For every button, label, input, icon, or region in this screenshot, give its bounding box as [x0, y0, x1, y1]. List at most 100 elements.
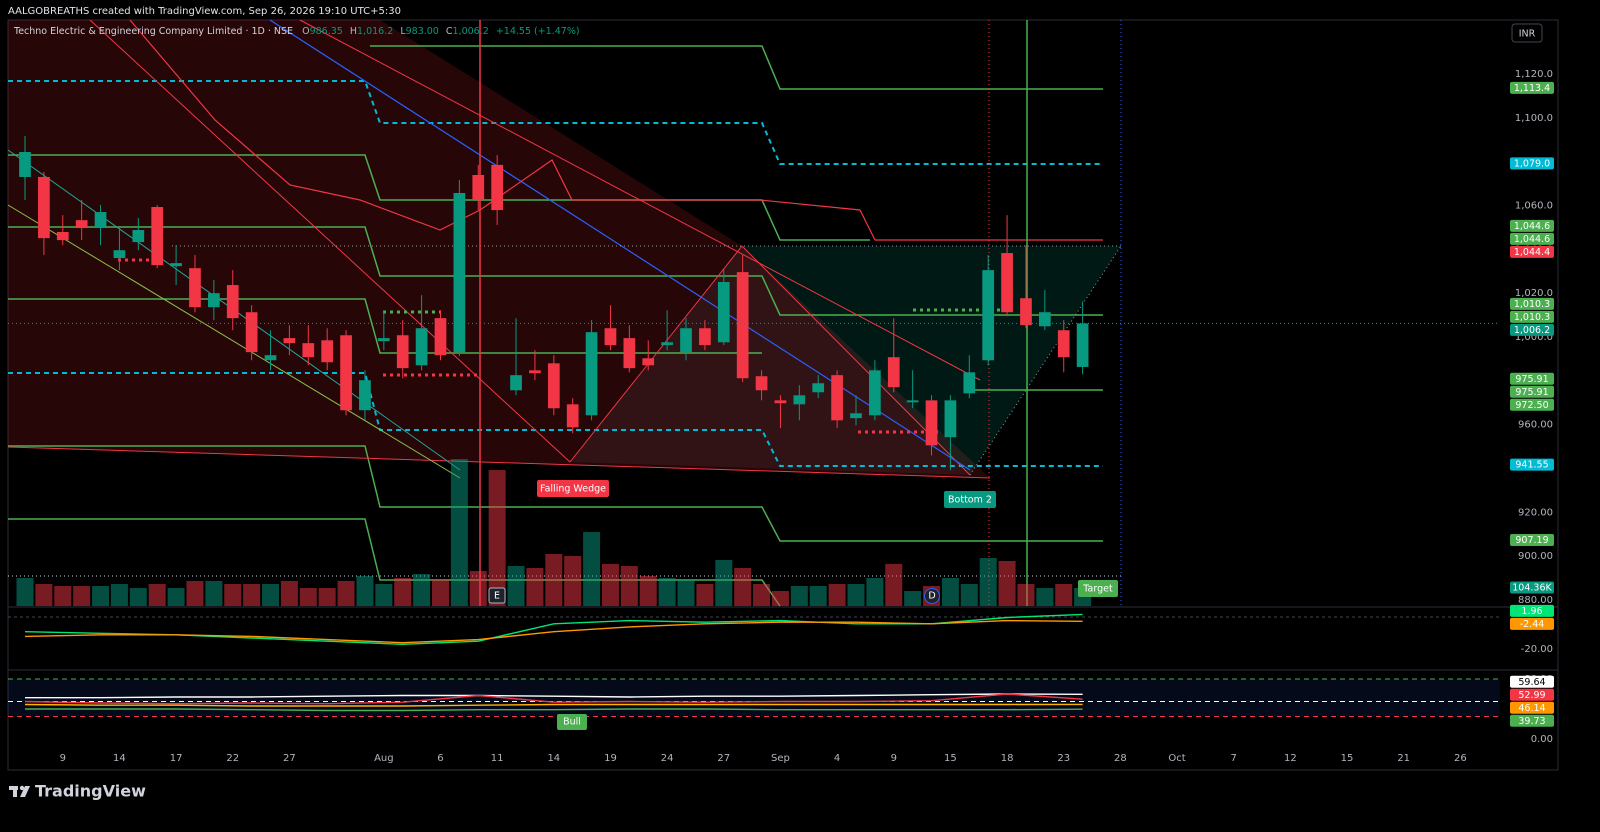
x-tick-label: 11 — [491, 753, 504, 764]
volume-bar — [1036, 588, 1054, 606]
legend: Techno Electric & Engineering Company Li… — [13, 26, 580, 37]
volume-bar — [526, 568, 544, 606]
price-label: 1,044.6 — [1514, 221, 1550, 232]
volume-bar — [431, 580, 449, 606]
x-tick-label: 15 — [1341, 753, 1354, 764]
x-tick-label: 17 — [170, 753, 183, 764]
wedge-fill — [570, 246, 970, 475]
x-tick-label: 24 — [661, 753, 674, 764]
y-tick-label: 960.00 — [1518, 420, 1553, 431]
candle-body — [245, 312, 258, 353]
level-band — [8, 678, 1500, 717]
y-tick-label: 1,100.0 — [1515, 113, 1553, 124]
price-label-box — [1510, 701, 1554, 714]
volume-bar — [318, 588, 336, 606]
volume-bar — [639, 576, 657, 606]
candle-body — [623, 338, 636, 369]
candle-body — [510, 375, 522, 391]
event-marker[interactable] — [488, 587, 506, 604]
volume-bar — [148, 584, 166, 606]
price-label: 1,079.0 — [1514, 158, 1550, 169]
annotation-box — [537, 480, 609, 497]
candle-body — [831, 375, 843, 421]
candle-body — [661, 342, 673, 346]
volume-bar — [280, 581, 298, 606]
candle-body — [38, 176, 50, 239]
wedge-line — [569, 245, 971, 476]
price-label-box — [1510, 245, 1554, 258]
annotation-box — [944, 491, 996, 508]
annotation: Bull — [563, 717, 581, 728]
price-label-box — [1510, 398, 1554, 411]
volume-bar — [979, 558, 997, 606]
price-label: 59.64 — [1518, 677, 1545, 688]
candle-body — [189, 268, 201, 308]
volume-bar — [507, 566, 525, 606]
x-tick-label: 9 — [891, 753, 897, 764]
y-tick-label: 1,000.0 — [1515, 332, 1553, 343]
volume-bar — [54, 586, 72, 606]
candle-body — [680, 328, 692, 353]
currency-button[interactable] — [1511, 23, 1543, 43]
volume-bar — [205, 581, 223, 606]
header-text: AALGOBREATHS created with TradingView.co… — [8, 6, 401, 17]
candle-body — [755, 376, 768, 391]
price-label-box — [1510, 533, 1554, 546]
currency[interactable]: INR — [1519, 29, 1536, 40]
annotation: Bottom 2 — [948, 495, 992, 506]
volume-bar — [186, 581, 204, 606]
candle-body — [604, 328, 617, 346]
price-label-box — [1510, 297, 1554, 310]
x-tick-label: Sep — [771, 753, 790, 764]
price-label: 941.55 — [1515, 460, 1548, 471]
price-label: 1,006.2 — [1514, 325, 1550, 336]
candle-body — [850, 413, 862, 419]
price-label-box — [1510, 157, 1554, 170]
legend-key: O — [302, 26, 309, 37]
candle-body — [699, 328, 711, 346]
price-label-box — [1510, 604, 1554, 617]
volume-bar — [658, 578, 676, 606]
candle-body — [529, 370, 541, 374]
legend-key: H — [350, 26, 357, 37]
trend-line — [269, 19, 971, 471]
price-label-box — [1510, 458, 1554, 471]
y-tick-label: 1,020.0 — [1515, 288, 1553, 299]
volume-bar — [488, 470, 506, 606]
candle-body — [1001, 253, 1013, 313]
candle-body — [566, 404, 579, 428]
candle-body — [434, 318, 447, 356]
indicator-line — [24, 703, 1083, 707]
x-tick-label: 9 — [60, 753, 66, 764]
volume-bar — [583, 532, 601, 606]
annotation: Target — [1082, 584, 1113, 595]
indicator-line — [25, 708, 1083, 712]
volume-bar — [620, 566, 638, 606]
y-tick-label: 0.00 — [1531, 734, 1553, 745]
candle-body — [925, 400, 938, 446]
price-label-box — [1510, 232, 1554, 245]
event-marker[interactable] — [924, 588, 940, 604]
volume-bar — [110, 584, 128, 606]
volume-bar — [450, 459, 468, 606]
level-line — [8, 445, 1103, 542]
price-label-box — [1510, 372, 1554, 385]
marks: 9 14 17 22 27 Aug 6 11 14 19 24 27 Sep 4 9 15 18 23 28 Oct 7… — [8, 69, 1554, 764]
candle-body — [1057, 330, 1070, 358]
event-label[interactable]: E — [494, 591, 500, 602]
volume-bar — [960, 584, 978, 606]
legend-symbol: Techno Electric & Engineering Company Li… — [13, 26, 293, 37]
y-tick-label: 1,120.0 — [1515, 69, 1553, 80]
volume-bar — [469, 571, 487, 606]
dotted-line — [969, 245, 1122, 476]
price-label-box — [1510, 385, 1554, 398]
candle-body — [887, 357, 900, 388]
volume-bar — [790, 586, 808, 606]
price-label: 46.14 — [1518, 703, 1545, 714]
price-label: 907.19 — [1515, 535, 1548, 546]
level-line — [8, 226, 1103, 316]
event-label[interactable]: D — [928, 591, 935, 602]
price-label-box — [1510, 323, 1554, 336]
price-label: 1,044.4 — [1514, 247, 1550, 258]
